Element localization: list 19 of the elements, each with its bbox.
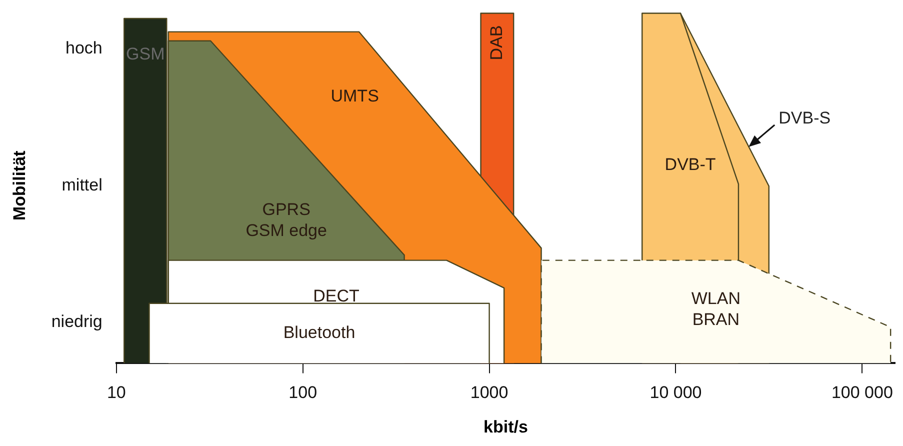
x-axis-title: kbit/s <box>484 417 528 436</box>
text: mittel <box>62 175 102 194</box>
series-label: GPRS GSM edge <box>246 200 327 240</box>
x-tick-label: 100 <box>288 383 318 402</box>
annotation: DVB-S <box>778 108 831 128</box>
series-label: DVB-T <box>664 155 716 174</box>
x-tick-label: 1000 <box>470 383 508 402</box>
x-tick-label: 10 000 <box>650 383 702 402</box>
series-label: DAB <box>486 25 506 60</box>
series-label: UMTS <box>330 86 379 106</box>
x-tick-label: 100 000 <box>831 383 893 402</box>
text: niedrig <box>51 312 102 331</box>
x-tick-label: 10 <box>106 383 126 402</box>
text: hoch <box>66 38 102 58</box>
series-label: WLAN BRAN <box>691 289 740 330</box>
series-label: GSM <box>126 44 165 64</box>
series-label: Bluetooth <box>283 322 356 342</box>
y-axis-title: Mobilität <box>10 150 29 221</box>
series-label: DECT <box>313 286 360 306</box>
